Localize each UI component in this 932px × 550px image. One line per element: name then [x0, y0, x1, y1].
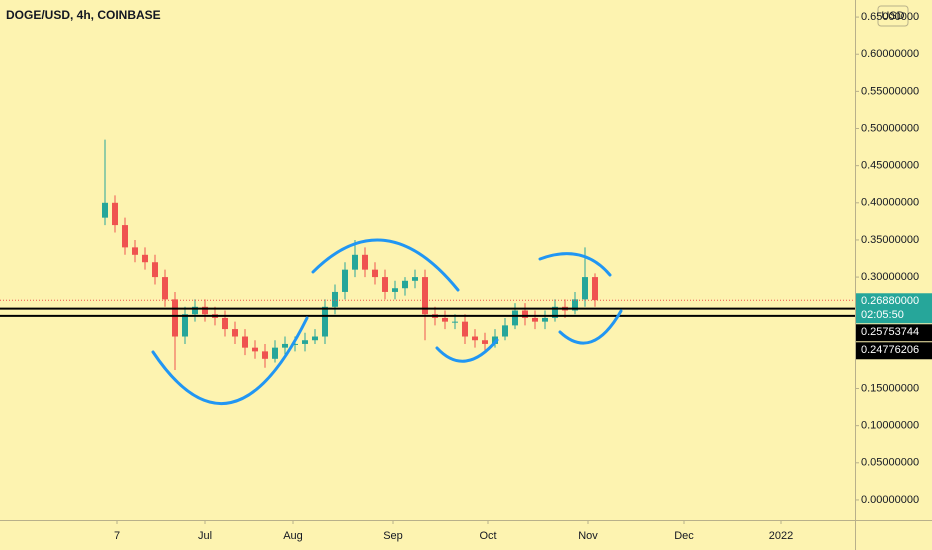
candle-body — [152, 262, 158, 278]
x-tick-label: Aug — [283, 530, 303, 542]
candle-body — [412, 277, 418, 281]
arc — [558, 309, 623, 345]
candle-body — [422, 277, 428, 315]
candle-body — [362, 254, 368, 270]
arc — [151, 316, 309, 405]
candle-body — [462, 321, 468, 337]
y-tick-label: 0.40000000 — [861, 197, 919, 209]
arc — [311, 238, 460, 292]
y-tick-label: 0.05000000 — [861, 457, 919, 469]
candle-body — [232, 329, 238, 337]
y-tick-label: 0.60000000 — [861, 48, 919, 60]
candle-body — [522, 310, 528, 318]
candle-body — [292, 343, 298, 345]
x-tick-label: Oct — [479, 530, 496, 542]
candle-body — [282, 343, 288, 348]
candle-body — [572, 299, 578, 311]
candle-body — [392, 288, 398, 292]
candle-body — [542, 317, 548, 322]
candle-body — [112, 202, 118, 226]
candle-body — [472, 336, 478, 341]
candle-body — [342, 269, 348, 292]
candle-body — [452, 321, 458, 323]
level-label: 0.25753744 — [861, 326, 919, 338]
candle-body — [382, 277, 388, 292]
arc — [538, 252, 612, 277]
candle-body — [512, 310, 518, 326]
y-tick-label: 0.65000000 — [861, 11, 919, 23]
y-tick-label: 0.55000000 — [861, 85, 919, 97]
candle-body — [502, 325, 508, 337]
candle-body — [352, 254, 358, 270]
candle-body — [242, 336, 248, 348]
candle-body — [162, 277, 168, 300]
x-tick-label: Sep — [383, 530, 403, 542]
plot — [0, 139, 855, 370]
currency-button[interactable] — [877, 5, 909, 27]
candle-body — [302, 340, 308, 344]
x-tick-label: 2022 — [769, 530, 793, 542]
candle-body — [272, 347, 278, 359]
countdown: 02:05:50 — [861, 309, 904, 321]
y-tick-label: 0.00000000 — [861, 494, 919, 506]
candle-body — [372, 269, 378, 278]
candle-body — [402, 280, 408, 289]
last-price-label: 0.26880000 — [861, 295, 919, 307]
currency-label[interactable]: USD — [881, 10, 904, 22]
level-box — [856, 342, 932, 360]
y-tick-label: 0.35000000 — [861, 234, 919, 246]
x-tick-label: Jul — [198, 530, 212, 542]
candle-body — [252, 347, 258, 352]
candle-body — [532, 317, 538, 322]
candle-body — [182, 314, 188, 337]
y-tick-label: 0.50000000 — [861, 122, 919, 134]
candle-body — [202, 306, 208, 315]
candle-body — [172, 299, 178, 337]
x-tick-label: 7 — [114, 530, 120, 542]
y-tick-label: 0.45000000 — [861, 160, 919, 172]
candle-body — [132, 247, 138, 255]
y-tick-label: 0.10000000 — [861, 420, 919, 432]
candle-body — [592, 277, 598, 301]
arc — [435, 338, 499, 363]
candle-body — [442, 317, 448, 322]
candle-body — [582, 277, 588, 300]
y-tick-label: 0.15000000 — [861, 382, 919, 394]
candle-body — [102, 202, 108, 218]
candle-body — [322, 306, 328, 337]
candle-body — [262, 351, 268, 359]
drawings — [151, 238, 623, 405]
last-price-box — [856, 293, 932, 324]
level-box — [856, 324, 932, 342]
candle-body — [142, 254, 148, 263]
candle-body — [482, 340, 488, 344]
candle-body — [332, 291, 338, 307]
x-tick-label: Dec — [674, 530, 694, 542]
candle-body — [312, 336, 318, 341]
candle-body — [552, 306, 558, 318]
chart-title: DOGE/USD, 4h, COINBASE — [6, 8, 161, 22]
candle-body — [122, 225, 128, 248]
y-tick-label: 0.30000000 — [861, 271, 919, 283]
candle-body — [222, 317, 228, 330]
candle-body — [192, 306, 198, 315]
level-label: 0.24776206 — [861, 344, 919, 356]
x-tick-label: Nov — [578, 530, 598, 542]
